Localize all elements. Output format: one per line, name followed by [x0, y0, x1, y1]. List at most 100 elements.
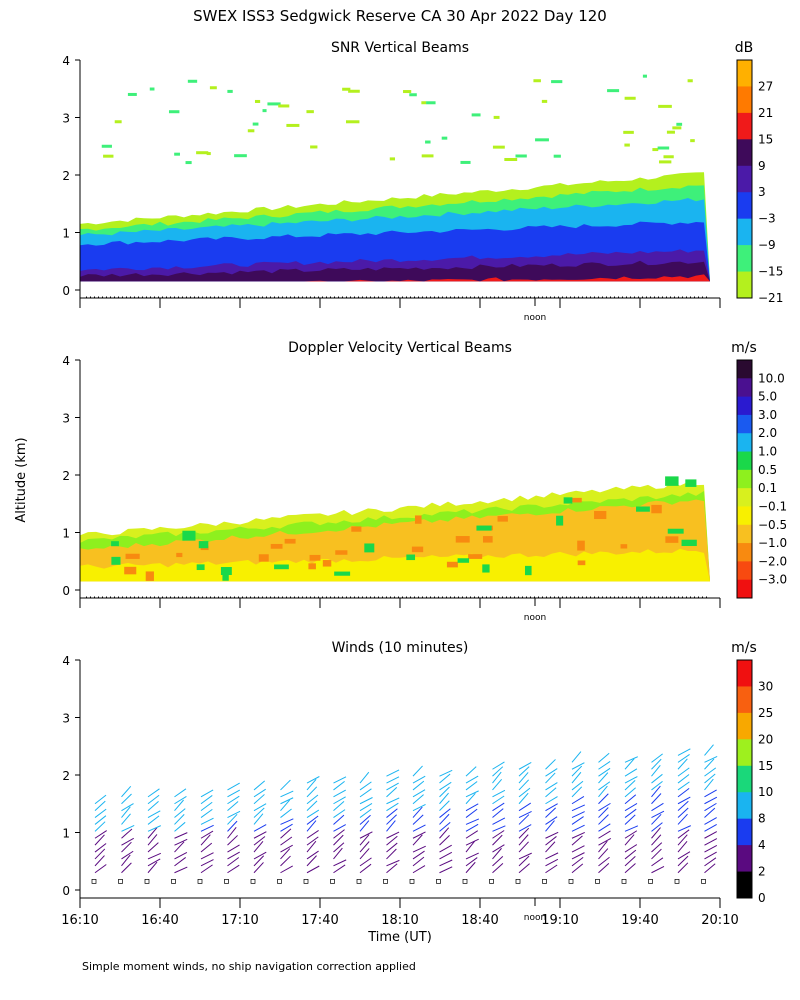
- wind-barb: [280, 844, 293, 853]
- wind-barb: [518, 802, 532, 812]
- wind-barb: [359, 802, 373, 812]
- wind-barb: [439, 821, 451, 832]
- wind-barb: [412, 856, 425, 867]
- snr-speckle: [278, 104, 290, 108]
- wind-barb: [518, 766, 530, 777]
- wind-barb: [280, 828, 292, 839]
- velocity-patch: [665, 476, 679, 486]
- wind-barb: [677, 796, 691, 805]
- wind-barb: [598, 767, 611, 777]
- wind-barb: [253, 794, 265, 805]
- velocity-patch: [351, 526, 362, 532]
- wind-barb: [677, 781, 690, 791]
- wind-barb: [492, 766, 504, 777]
- colorbar-label: −0.1: [758, 499, 787, 513]
- wind-barb: [280, 865, 293, 874]
- velocity-patch: [335, 550, 348, 555]
- snr-speckle: [515, 154, 527, 158]
- wind-barb: [677, 834, 688, 846]
- velocity-patch: [111, 541, 119, 547]
- wind-barb: [545, 831, 559, 839]
- snr-speckle: [196, 151, 209, 155]
- wind-barb: [571, 780, 584, 791]
- colorbar-label: −21: [758, 291, 783, 305]
- wind-barb: [333, 796, 346, 805]
- wind-barb: [121, 854, 131, 867]
- wind-barb: [253, 824, 267, 832]
- wind-barb: [492, 802, 505, 812]
- wind-barb: [386, 802, 399, 812]
- wind-barb: [651, 842, 663, 853]
- snr-speckle: [252, 122, 259, 126]
- wind-barb: [571, 856, 584, 867]
- wind-barb: [386, 842, 398, 853]
- wind-barb: [704, 758, 715, 770]
- snr-speckle: [607, 89, 620, 93]
- wind-barb: [624, 834, 635, 846]
- velocity-patch: [364, 543, 375, 553]
- wind-barb: [439, 851, 453, 860]
- wind-barb: [465, 803, 479, 812]
- wind-barb: [598, 807, 609, 818]
- wind-barb: [280, 836, 293, 846]
- snr-speckle: [254, 99, 261, 103]
- wind-barb: [571, 845, 585, 853]
- wind-barb: [253, 780, 266, 791]
- wind-barb: [439, 786, 450, 798]
- snr-speckle: [227, 89, 233, 93]
- wind-barb: [174, 799, 184, 811]
- wind-barb: [598, 848, 609, 860]
- wind-barb: [386, 797, 400, 805]
- wind-barb: [677, 825, 691, 832]
- wind-barb: [704, 802, 717, 812]
- velocity-patch: [220, 567, 232, 576]
- wind-barb: [518, 824, 532, 832]
- wind-barb: [624, 758, 635, 770]
- wind-barb: [280, 808, 292, 818]
- velocity-patch: [334, 571, 351, 576]
- colorbar-label: −0.5: [758, 518, 787, 532]
- wind-barb: [147, 788, 160, 798]
- wind-barb: [280, 818, 294, 825]
- colorbar-frame: [736, 359, 753, 599]
- y-tick-label: 4: [62, 54, 70, 68]
- wind-barb: [571, 816, 584, 825]
- colorbar-label: −3.0: [758, 573, 787, 587]
- wind-barb: [121, 785, 132, 798]
- wind-barb: [359, 820, 370, 832]
- wind-barb: [624, 844, 638, 853]
- snr-speckle: [652, 148, 659, 152]
- wind-barb: [704, 817, 717, 825]
- wind-barb: [439, 844, 452, 853]
- colorbar-swatch: [737, 792, 752, 820]
- wind-barb: [200, 808, 213, 818]
- wind-barb: [386, 769, 400, 777]
- colorbar-units: dB: [735, 40, 754, 56]
- snr-speckle: [624, 96, 636, 100]
- wind-barb: [704, 844, 718, 853]
- colorbar-label: −2.0: [758, 554, 787, 568]
- snr-speckle: [460, 160, 471, 164]
- wind-barb: [704, 796, 718, 805]
- velocity-patch: [446, 561, 458, 568]
- wind-barb: [94, 864, 107, 874]
- wind-barb: [359, 834, 370, 846]
- panel-2: Doppler Velocity Vertical Beams 0 1 2 3 4 noon…: [62, 340, 787, 623]
- wind-barb: [518, 779, 530, 791]
- wind-barb: [624, 863, 636, 874]
- wind-barb: [174, 857, 186, 867]
- wind-barb: [200, 824, 214, 832]
- wind-barb: [121, 862, 132, 874]
- wind-barb: [651, 773, 663, 784]
- colorbar-label: 25: [758, 706, 773, 720]
- wind-barb: [306, 778, 317, 791]
- wind-barb: [624, 794, 637, 805]
- snr-speckle: [533, 79, 541, 83]
- velocity-patch: [577, 540, 585, 551]
- wind-barb: [147, 852, 162, 860]
- ground-marker: [277, 879, 282, 884]
- wind-barb: [651, 793, 662, 805]
- snr-speckle: [127, 92, 137, 96]
- wind-barb: [386, 848, 397, 860]
- snr-speckle: [623, 130, 634, 134]
